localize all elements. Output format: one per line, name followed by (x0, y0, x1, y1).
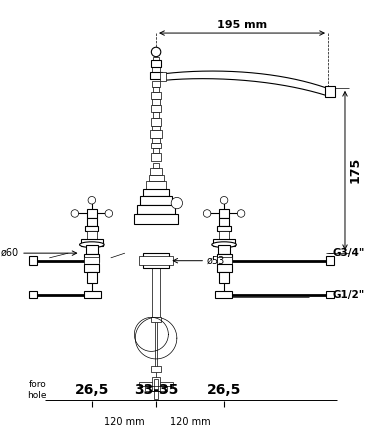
Bar (151, 317, 161, 322)
Ellipse shape (212, 242, 236, 248)
Bar (145, 386, 167, 391)
Bar (151, 92, 161, 99)
Bar (152, 81, 160, 87)
Bar (29, 291, 37, 299)
Bar (217, 254, 232, 262)
Circle shape (237, 210, 245, 217)
Bar (152, 67, 160, 72)
Text: 33-35: 33-35 (134, 383, 178, 397)
Bar (218, 245, 230, 254)
Bar (326, 291, 334, 299)
Bar (153, 163, 159, 168)
Bar (219, 231, 229, 239)
Bar (87, 218, 97, 226)
Text: G3/4": G3/4" (333, 248, 365, 258)
Bar (150, 130, 162, 138)
Bar (146, 181, 166, 189)
Circle shape (105, 210, 113, 217)
Bar (86, 262, 97, 269)
Bar (139, 256, 173, 265)
Bar (152, 377, 160, 391)
Text: 175: 175 (349, 157, 362, 183)
Text: 26,5: 26,5 (207, 383, 241, 397)
Bar (153, 113, 159, 118)
Bar (218, 226, 231, 231)
Text: 195 mm: 195 mm (217, 20, 267, 30)
Circle shape (151, 47, 161, 57)
Bar (150, 168, 162, 175)
Bar (213, 239, 235, 245)
Bar (152, 138, 160, 143)
Circle shape (88, 223, 96, 230)
Bar (154, 379, 158, 399)
Bar (143, 189, 169, 196)
Bar (139, 381, 173, 386)
Text: G1/2": G1/2" (333, 290, 365, 300)
Bar (87, 209, 97, 218)
Bar (80, 239, 103, 245)
Bar (86, 245, 97, 254)
Bar (87, 272, 97, 284)
Circle shape (220, 223, 228, 230)
Circle shape (88, 196, 96, 204)
Bar (143, 253, 169, 268)
Bar (218, 262, 230, 269)
Text: 120 mm: 120 mm (104, 416, 144, 427)
Circle shape (71, 210, 78, 217)
Bar (84, 254, 99, 262)
Bar (84, 291, 101, 299)
Bar (151, 143, 161, 148)
Bar (134, 214, 178, 224)
Bar (152, 126, 160, 130)
Bar (153, 87, 159, 92)
Bar (137, 205, 175, 214)
Bar (153, 57, 159, 60)
Text: 120 mm: 120 mm (170, 416, 211, 427)
Ellipse shape (80, 242, 104, 248)
Text: 26,5: 26,5 (75, 383, 109, 397)
Bar (151, 105, 161, 113)
Circle shape (171, 198, 183, 209)
Bar (219, 272, 229, 284)
Bar (84, 257, 99, 264)
Bar (215, 291, 232, 299)
Bar (219, 209, 229, 218)
Bar (325, 86, 334, 97)
Bar (152, 99, 160, 105)
Bar (85, 226, 99, 231)
Bar (140, 196, 172, 205)
Bar (219, 218, 229, 226)
Bar (148, 175, 164, 181)
Bar (84, 264, 99, 272)
Bar (151, 60, 161, 67)
Bar (87, 231, 97, 239)
Bar (150, 72, 162, 79)
Bar (151, 153, 161, 160)
Text: ø53: ø53 (207, 256, 225, 266)
Bar (326, 256, 334, 265)
Bar (151, 118, 161, 126)
Circle shape (220, 196, 228, 204)
Bar (29, 256, 37, 265)
Bar (151, 366, 161, 372)
Bar (153, 148, 159, 153)
Bar (217, 264, 232, 272)
Text: ø60: ø60 (1, 248, 19, 258)
Text: foro
hole: foro hole (27, 381, 46, 400)
Circle shape (203, 210, 211, 217)
Bar (217, 257, 232, 264)
Bar (160, 72, 166, 81)
